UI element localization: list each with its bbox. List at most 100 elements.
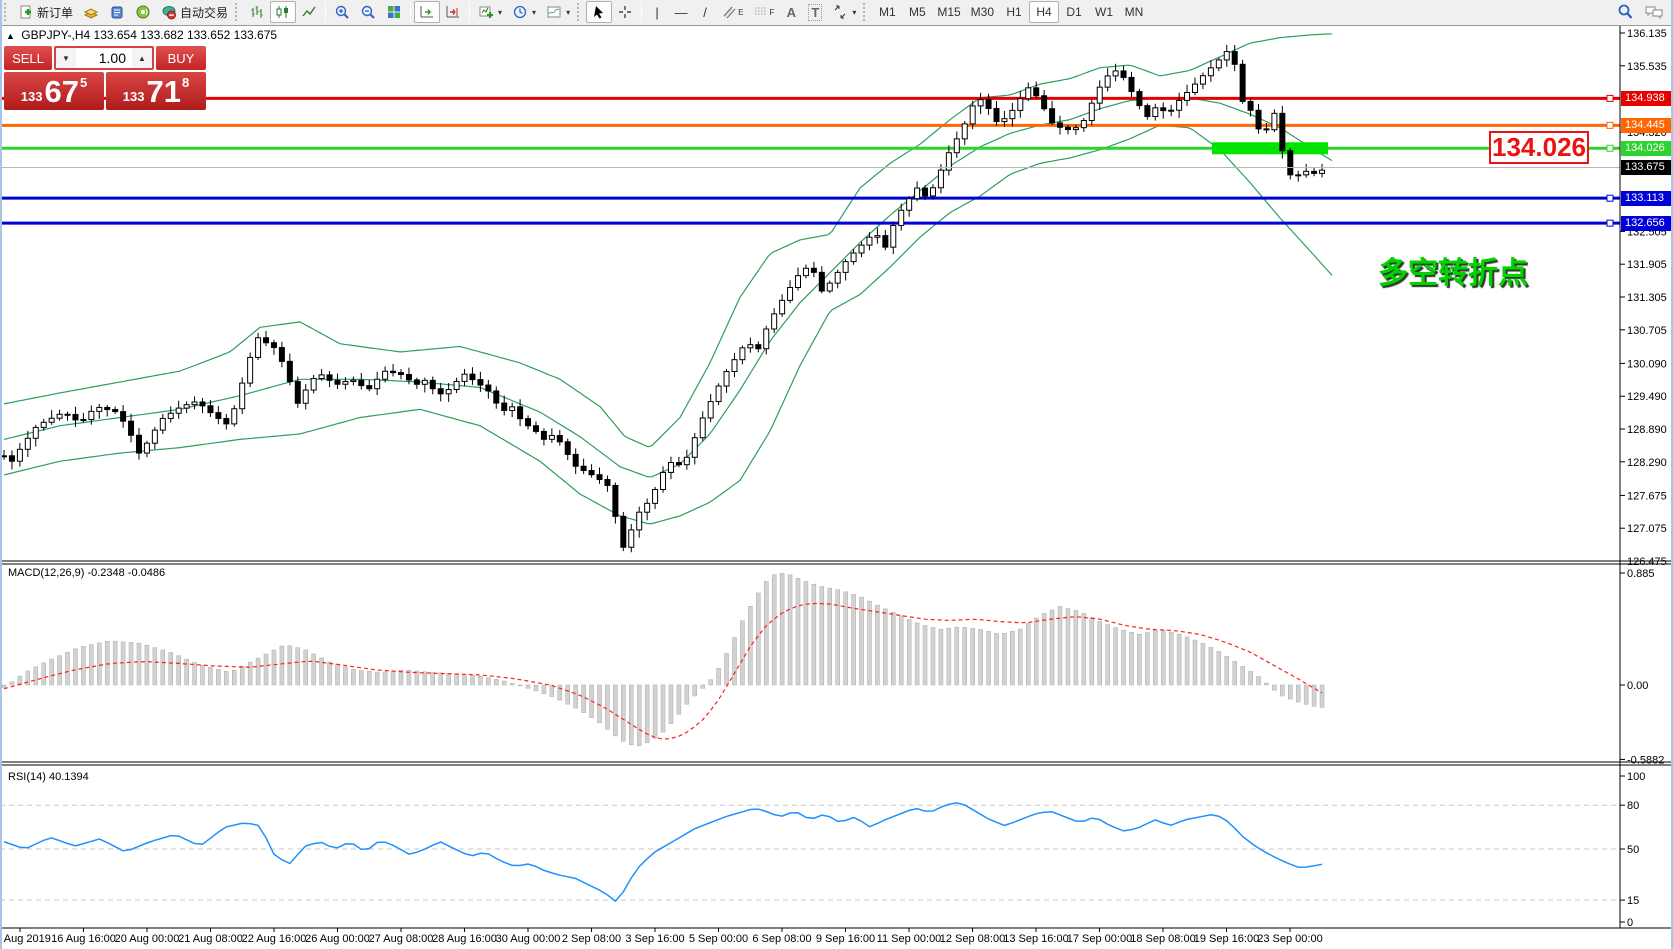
timeframe-mn[interactable]: MN <box>1124 5 1144 19</box>
zoom-out-button[interactable] <box>355 1 381 23</box>
cursor-button[interactable] <box>586 1 613 23</box>
text-label-icon: T <box>808 3 823 21</box>
auto-scroll-button[interactable] <box>414 1 441 23</box>
timeframe-h4[interactable]: H4 <box>1029 1 1060 23</box>
macd-histogram-bar <box>1033 617 1039 686</box>
volume-input[interactable] <box>76 48 132 68</box>
toolbar-grip[interactable] <box>4 3 9 21</box>
timeframe-h1[interactable]: H1 <box>1006 5 1022 19</box>
candle <box>779 299 786 315</box>
volume-increase-button[interactable]: ▲ <box>132 48 152 68</box>
crosshair-button[interactable] <box>612 1 638 23</box>
candle <box>445 389 452 395</box>
candle <box>731 359 738 373</box>
new-chart-button[interactable]: ▾ <box>473 1 507 23</box>
candle <box>413 379 420 385</box>
macd-histogram-bar <box>57 655 62 686</box>
toolbar-grip[interactable] <box>235 3 240 21</box>
candle <box>906 198 913 211</box>
chinese-annotation[interactable]: 多空转折点 <box>1378 257 1528 290</box>
report-button[interactable] <box>104 1 130 23</box>
candle <box>278 347 285 362</box>
periods-icon <box>513 5 527 19</box>
candle <box>636 511 643 531</box>
sell-price-big: 67 <box>44 74 79 109</box>
hline-end-marker <box>1606 94 1614 102</box>
channel-tool[interactable]: E <box>717 1 748 23</box>
candle <box>32 426 39 439</box>
hline-icon: — <box>674 4 688 20</box>
candle <box>398 372 404 375</box>
candle <box>874 235 881 238</box>
candle <box>1017 98 1024 111</box>
template-button[interactable]: ▾ <box>541 1 575 23</box>
candle <box>477 379 484 386</box>
timeframe-d1[interactable]: D1 <box>1066 5 1082 19</box>
zoom-in-button[interactable] <box>329 1 355 23</box>
candle <box>1120 70 1127 78</box>
sell-button[interactable]: SELL <box>4 46 52 70</box>
signal-button[interactable] <box>130 1 156 23</box>
candle <box>572 453 579 467</box>
tile-windows-button[interactable] <box>381 1 407 23</box>
chat-button[interactable] <box>1639 1 1669 23</box>
candle <box>263 337 270 344</box>
green-highlight-zone <box>1212 142 1328 155</box>
macd-histogram-bar <box>1121 629 1126 686</box>
auto-trading-button[interactable]: 自动交易 <box>156 1 233 23</box>
candle <box>842 261 849 273</box>
timeframe-m30[interactable]: M30 <box>970 5 995 19</box>
candle <box>866 236 873 246</box>
macd-histogram-bar <box>1240 666 1245 686</box>
macd-histogram-bar <box>652 684 658 739</box>
candle <box>953 138 960 154</box>
macd-histogram-bar <box>144 645 150 686</box>
chart-shift-button[interactable] <box>440 1 466 23</box>
new-order-button[interactable]: 新订单 <box>13 1 78 23</box>
text-label-tool[interactable]: T <box>803 1 827 23</box>
line-chart-button[interactable] <box>296 1 322 23</box>
fibonacci-tool[interactable]: F <box>748 1 779 23</box>
candle <box>151 429 158 444</box>
volume-spinner: ▼ ▲ <box>54 46 154 70</box>
candle-chart-button[interactable] <box>270 1 297 23</box>
candle <box>128 420 135 436</box>
macd-histogram-bar <box>168 652 173 686</box>
history-button[interactable] <box>78 1 104 23</box>
macd-histogram-bar <box>1168 631 1174 686</box>
macd-histogram-bar <box>621 684 626 742</box>
buy-button[interactable]: BUY <box>156 46 206 70</box>
macd-histogram-bar <box>1065 608 1071 686</box>
buy-price-display[interactable]: 133 71 8 <box>106 72 206 110</box>
candle <box>985 99 992 110</box>
arrows-tool[interactable]: ▾ <box>827 1 861 23</box>
toolbar-grip[interactable] <box>863 3 868 21</box>
macd-histogram-bar <box>501 680 507 686</box>
vertical-line-tool[interactable]: | <box>645 1 669 23</box>
macd-histogram-bar <box>819 586 825 686</box>
sell-price-display[interactable]: 133 67 5 <box>4 72 104 110</box>
hline-end-marker <box>1606 194 1614 202</box>
search-button[interactable] <box>1611 1 1639 23</box>
toolbar-grip[interactable] <box>577 3 582 21</box>
candle <box>517 406 524 420</box>
timeframe-m15[interactable]: M15 <box>937 5 961 19</box>
candle <box>342 381 349 385</box>
volume-decrease-button[interactable]: ▼ <box>56 48 76 68</box>
chart-canvas[interactable]: 136.135135.535134.320132.505131.905131.3… <box>0 26 1673 949</box>
price-annotation-box[interactable]: 134.026 <box>1489 131 1589 164</box>
timeframe-m1[interactable]: M1 <box>878 5 896 19</box>
search-icon <box>1618 4 1633 19</box>
periods-button[interactable]: ▾ <box>507 1 541 23</box>
window-border-left <box>0 0 2 949</box>
candle <box>493 390 500 404</box>
bar-chart-button[interactable] <box>244 1 270 23</box>
macd-histogram-bar <box>1208 647 1214 686</box>
candle <box>485 384 492 392</box>
candle <box>771 313 778 330</box>
trendline-tool[interactable]: / <box>693 1 717 23</box>
horizontal-line-tool[interactable]: — <box>669 1 693 23</box>
text-tool[interactable]: A <box>779 1 803 23</box>
timeframe-w1[interactable]: W1 <box>1095 5 1114 19</box>
timeframe-m5[interactable]: M5 <box>908 5 926 19</box>
